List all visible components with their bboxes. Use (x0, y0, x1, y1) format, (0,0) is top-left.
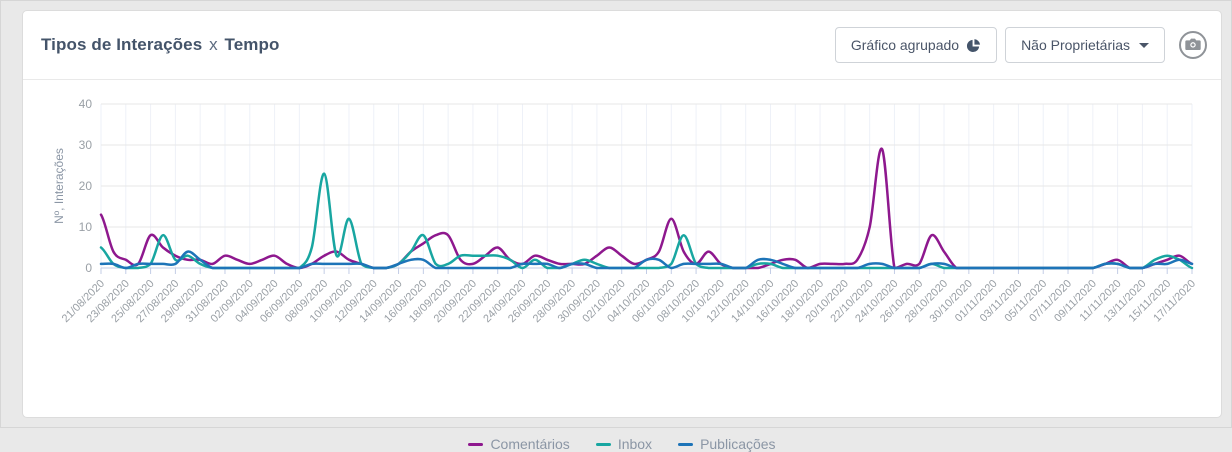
y-tick-label: 30 (79, 138, 93, 152)
grouped-chart-button[interactable]: Gráfico agrupado (834, 27, 998, 63)
chart-area: 21/08/2020 23/08/2020 25/08/2020 27/08/2020… (23, 88, 1221, 452)
y-axis-title: Nº, Interações (52, 148, 66, 224)
page-title: Tipos de Interações x Tempo (41, 35, 827, 55)
legend-label: Publicações (700, 436, 776, 452)
y-tick-label: 10 (79, 220, 93, 234)
legend-swatch (468, 442, 484, 446)
legend-label: Comentários (490, 436, 570, 452)
card-header: Tipos de Interações x Tempo Gráfico agru… (23, 11, 1221, 80)
chart-card: Tipos de Interações x Tempo Gráfico agru… (22, 10, 1222, 452)
camera-icon (1185, 37, 1201, 54)
y-tick-label: 0 (85, 261, 92, 275)
interaction-chart: 21/08/202023/08/202025/08/202027/08/2020… (52, 97, 1198, 325)
screenshot-button[interactable] (1179, 31, 1207, 59)
legend-swatch (678, 442, 694, 446)
proprietary-filter-button-label: Não Proprietárias (1021, 37, 1130, 53)
y-tick-label: 40 (79, 97, 93, 111)
pie-chart-icon (966, 38, 981, 53)
legend-swatch (595, 442, 611, 446)
legend-item-Comentários[interactable]: Comentários (468, 436, 570, 452)
grouped-chart-button-label: Gráfico agrupado (850, 37, 960, 53)
page-title-sub: Tempo (224, 35, 280, 54)
y-axis: 0 10 20 30 40 (79, 97, 1192, 275)
legend-item-Inbox[interactable]: Inbox (595, 436, 653, 452)
page-title-main: Tipos de Interações (41, 35, 203, 54)
page-title-separator: x (209, 35, 218, 54)
chart-legend: Comentários Inbox Publicações (23, 436, 1221, 452)
y-tick-label: 20 (79, 179, 93, 193)
legend-label: Inbox (617, 436, 653, 452)
caret-down-icon (1139, 42, 1149, 48)
series-line-Publicações (99, 250, 1194, 270)
proprietary-filter-button[interactable]: Não Proprietárias (1005, 27, 1165, 63)
x-axis: 21/08/202023/08/202025/08/202027/08/2020… (60, 104, 1198, 325)
page-background: { "header": { "title_main": "Tipos de In… (22, 10, 1222, 452)
legend-item-Publicações[interactable]: Publicações (678, 436, 776, 452)
